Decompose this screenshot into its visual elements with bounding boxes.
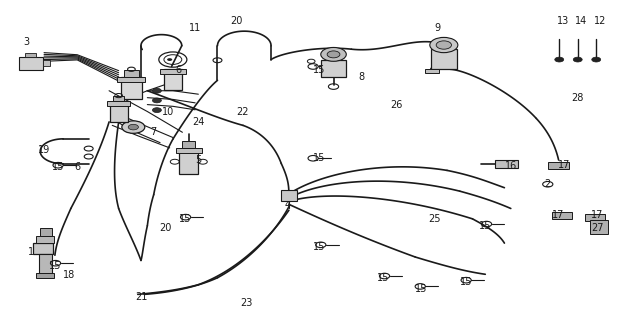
Circle shape [153, 88, 162, 93]
Bar [179, 149, 198, 174]
Text: 13: 13 [557, 16, 569, 27]
Bar [321, 60, 346, 77]
Text: 7: 7 [151, 127, 157, 137]
Bar [121, 77, 142, 100]
Circle shape [167, 58, 173, 61]
Text: 14: 14 [575, 16, 587, 27]
Bar [585, 214, 605, 220]
Text: 6: 6 [175, 65, 181, 75]
Text: 17: 17 [558, 159, 571, 170]
Text: 28: 28 [571, 93, 584, 103]
Bar [281, 190, 296, 201]
Text: 15: 15 [180, 214, 192, 224]
Text: 15: 15 [313, 153, 326, 163]
Bar [113, 96, 125, 101]
Circle shape [436, 41, 452, 49]
Bar [425, 68, 439, 73]
Bar [19, 57, 43, 70]
Bar [551, 212, 572, 219]
Text: 12: 12 [594, 16, 606, 27]
Bar [160, 69, 185, 74]
Bar [118, 76, 146, 82]
Text: 15: 15 [377, 273, 389, 283]
Text: 17: 17 [590, 210, 603, 220]
Bar [176, 148, 201, 153]
Bar [36, 273, 54, 278]
Circle shape [327, 51, 340, 58]
Text: 1: 1 [28, 247, 35, 257]
Bar [110, 105, 128, 122]
Text: 22: 22 [236, 107, 249, 116]
Text: 4: 4 [284, 200, 291, 210]
Circle shape [573, 57, 582, 62]
Text: 21: 21 [135, 292, 147, 302]
Bar [25, 53, 36, 57]
Text: 3: 3 [23, 37, 29, 47]
Bar [548, 162, 569, 169]
Text: 15: 15 [479, 221, 491, 231]
Bar [43, 60, 50, 67]
Bar [431, 49, 457, 69]
Text: 16: 16 [505, 161, 517, 171]
Bar [182, 141, 195, 148]
Text: 23: 23 [240, 298, 252, 308]
Text: 15: 15 [49, 260, 61, 271]
Text: 11: 11 [189, 23, 201, 33]
Text: 2: 2 [544, 179, 551, 189]
Bar [124, 70, 139, 76]
Text: 10: 10 [162, 107, 174, 116]
Circle shape [122, 121, 145, 133]
Text: 15: 15 [460, 277, 472, 287]
Text: 15: 15 [52, 162, 65, 172]
Bar [36, 236, 54, 243]
Circle shape [430, 37, 458, 53]
Circle shape [153, 98, 162, 103]
Text: 5: 5 [196, 155, 201, 165]
Text: 26: 26 [390, 100, 402, 109]
Text: 8: 8 [358, 72, 364, 82]
Bar [164, 69, 181, 90]
Circle shape [592, 57, 601, 62]
Circle shape [555, 57, 564, 62]
Text: 27: 27 [591, 222, 604, 233]
Text: 20: 20 [231, 16, 243, 27]
Text: 15: 15 [415, 284, 427, 294]
Bar [495, 160, 518, 168]
Text: 6: 6 [74, 162, 81, 172]
Bar [39, 253, 52, 274]
Circle shape [153, 108, 162, 113]
Text: 24: 24 [192, 117, 204, 127]
Text: 18: 18 [63, 270, 75, 280]
Text: 15: 15 [313, 242, 326, 252]
Text: 19: 19 [38, 145, 50, 155]
Text: 17: 17 [553, 210, 565, 220]
Bar [33, 243, 53, 253]
Circle shape [321, 47, 346, 61]
Circle shape [128, 124, 139, 130]
Text: 25: 25 [428, 214, 440, 224]
Text: 20: 20 [159, 222, 171, 233]
Bar [107, 101, 130, 106]
Bar [590, 220, 608, 235]
Bar [40, 228, 52, 236]
Text: 15: 15 [313, 65, 326, 75]
Text: 9: 9 [435, 23, 440, 33]
